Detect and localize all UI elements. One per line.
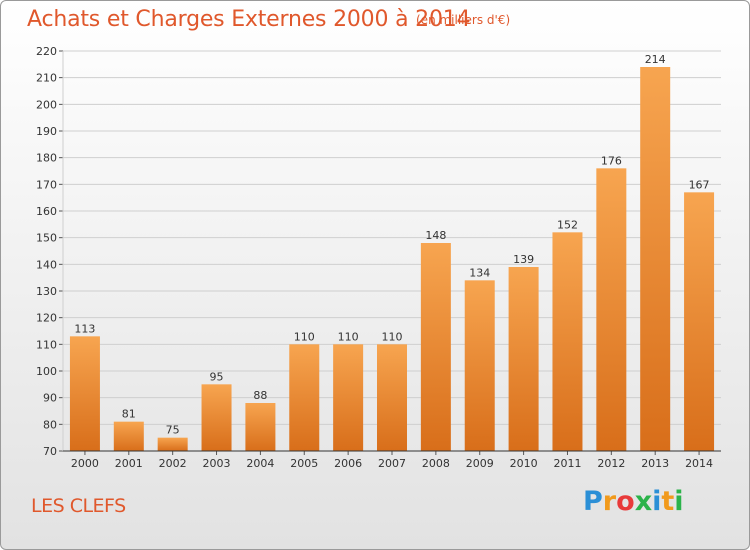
chart-unit: (en milliers d'€): [416, 13, 511, 27]
bar-2011: [552, 232, 583, 451]
x-tick-label-2013: 2013: [641, 457, 669, 470]
bar-2014: [684, 192, 715, 452]
y-tick-label: 140: [36, 258, 57, 271]
x-tick-label-2014: 2014: [685, 457, 713, 470]
y-tick-label: 160: [36, 205, 57, 218]
data-labels: 113 81 75 95 88 110 110 110 148 134 139 152 176 214 16…: [74, 53, 709, 437]
chart-title: Achats et Charges Externes 2000 à 2014: [27, 7, 471, 32]
y-axis-ticks: 70 80 90 100 110 120 130 140 150 160 170 180 190 200 2…: [36, 45, 64, 458]
y-tick-label: 110: [36, 338, 57, 351]
data-label-2008: 148: [425, 229, 446, 242]
bar-2008: [420, 243, 451, 451]
logo-letter: o: [616, 486, 635, 517]
bar-2004: [245, 403, 276, 451]
x-tick-label-2005: 2005: [290, 457, 318, 470]
bar-2010: [508, 267, 539, 451]
data-label-2007: 110: [382, 330, 403, 343]
logo-letter: i: [652, 486, 662, 517]
data-label-2014: 167: [689, 178, 710, 191]
y-tick-label: 120: [36, 312, 57, 325]
bar-2005: [289, 344, 320, 451]
bar-2007: [377, 344, 407, 451]
x-tick-label-2012: 2012: [597, 457, 625, 470]
bar-2006: [333, 344, 364, 451]
bar-2000: [69, 336, 100, 451]
x-tick-label-2011: 2011: [553, 457, 581, 470]
y-tick-label: 190: [36, 125, 57, 138]
data-label-2000: 113: [74, 322, 95, 335]
x-tick-label-2006: 2006: [334, 457, 362, 470]
x-axis-ticks: 2000 2001 2002 2003 2004 2005 2006 2007 2008 2009…: [71, 451, 713, 470]
x-tick-label-2003: 2003: [203, 457, 231, 470]
x-tick-label-2001: 2001: [115, 457, 143, 470]
x-tick-label-2010: 2010: [510, 457, 538, 470]
data-label-2005: 110: [294, 330, 315, 343]
bar-2001: [113, 421, 144, 451]
bar-2002: [157, 437, 188, 451]
data-label-2002: 75: [166, 424, 180, 437]
y-tick-label: 90: [43, 392, 57, 405]
data-label-2013: 214: [645, 53, 666, 66]
bar-2003: [201, 384, 232, 451]
y-tick-label: 100: [36, 365, 57, 378]
x-tick-label-2000: 2000: [71, 457, 99, 470]
y-tick-label: 130: [36, 285, 57, 298]
x-tick-label-2009: 2009: [466, 457, 494, 470]
data-label-2006: 110: [338, 330, 359, 343]
bars: [69, 67, 715, 452]
bar-2009: [464, 280, 495, 451]
y-tick-label: 170: [36, 178, 57, 191]
data-label-2004: 88: [253, 389, 267, 402]
y-tick-label: 80: [43, 418, 57, 431]
x-tick-label-2002: 2002: [159, 457, 187, 470]
logo-letter: P: [583, 486, 603, 517]
y-tick-label: 220: [36, 45, 57, 58]
data-label-2011: 152: [557, 218, 578, 231]
y-tick-label: 180: [36, 152, 57, 165]
x-tick-label-2007: 2007: [378, 457, 406, 470]
logo-letter: i: [674, 486, 684, 517]
data-label-2009: 134: [469, 266, 490, 279]
logo-letter: x: [634, 486, 653, 517]
x-tick-label-2004: 2004: [246, 457, 274, 470]
data-label-2001: 81: [122, 408, 136, 421]
y-tick-label: 150: [36, 232, 57, 245]
y-tick-label: 200: [36, 98, 57, 111]
logo-letter: t: [661, 486, 675, 517]
data-label-2010: 139: [513, 253, 534, 266]
proxiti-logo: Proxiti: [583, 486, 684, 517]
bar-2013: [640, 67, 671, 451]
x-tick-label-2008: 2008: [422, 457, 450, 470]
bar-2012: [596, 168, 627, 452]
data-label-2012: 176: [601, 154, 622, 167]
commune-name: LES CLEFS: [31, 495, 126, 517]
y-tick-label: 70: [43, 445, 57, 458]
y-tick-label: 210: [36, 72, 57, 85]
data-label-2003: 95: [210, 370, 224, 383]
logo-letter: r: [602, 486, 617, 517]
